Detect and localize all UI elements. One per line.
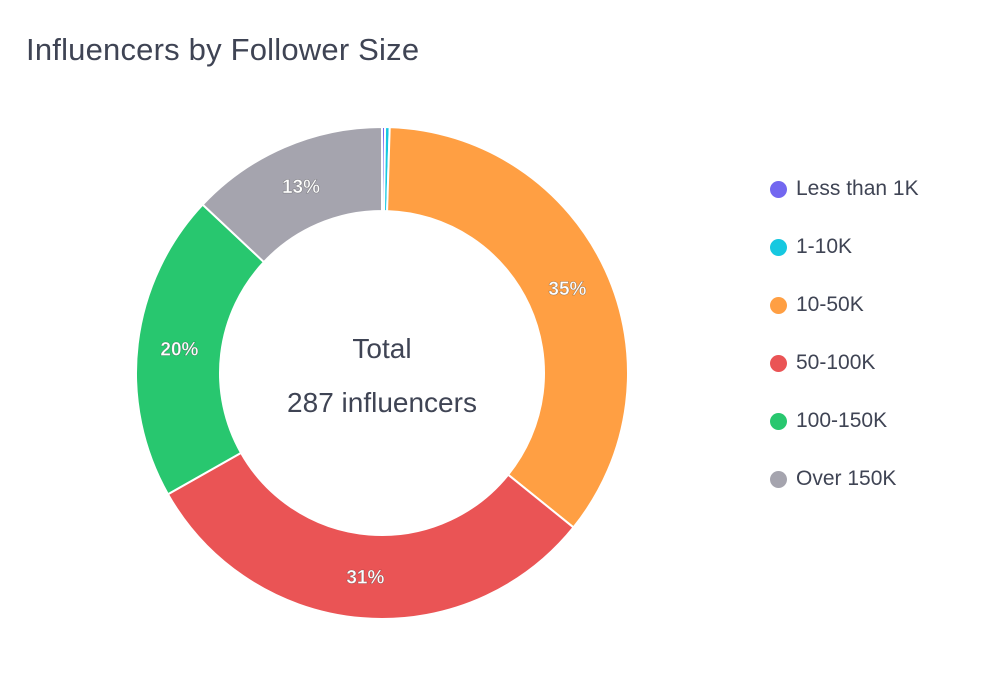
legend: Less than 1K 1-10K 10-50K 50-100K 100-150K Ov… — [770, 160, 990, 508]
legend-item[interactable]: 100-150K — [770, 392, 990, 450]
slice-over-150k[interactable] — [201, 125, 383, 264]
center-total-value: 287 influencers — [287, 387, 477, 418]
slice-10-50k[interactable] — [386, 126, 629, 529]
center-total-label: Total — [352, 333, 411, 364]
legend-item[interactable]: 10-50K — [770, 276, 990, 334]
donut-slices — [135, 125, 629, 620]
legend-label: Over 150K — [796, 467, 897, 490]
slice-label: 35% — [548, 279, 586, 300]
slice-labels: 35% 31% 20% 13% — [160, 176, 587, 588]
slice-label: 13% — [282, 177, 320, 198]
legend-label: Less than 1K — [796, 177, 919, 200]
slice-label: 20% — [160, 340, 198, 361]
legend-swatch — [770, 354, 787, 372]
legend-swatch — [770, 238, 787, 256]
legend-item[interactable]: Over 150K — [770, 450, 990, 508]
legend-swatch — [770, 296, 787, 314]
legend-swatch — [770, 470, 787, 488]
legend-item[interactable]: 50-100K — [770, 334, 990, 392]
legend-label: 10-50K — [796, 293, 864, 316]
slice-50-100k[interactable] — [166, 451, 575, 620]
slice-label: 31% — [346, 567, 384, 588]
slice-100-150k[interactable] — [135, 203, 266, 496]
legend-item[interactable]: 1-10K — [770, 218, 990, 276]
legend-label: 50-100K — [796, 351, 876, 374]
chart-title: Influencers by Follower Size — [26, 32, 420, 67]
legend-label: 100-150K — [796, 409, 888, 432]
legend-label: 1-10K — [796, 235, 853, 258]
legend-item[interactable]: Less than 1K — [770, 160, 990, 218]
legend-swatch — [770, 412, 787, 430]
legend-swatch — [770, 180, 787, 198]
